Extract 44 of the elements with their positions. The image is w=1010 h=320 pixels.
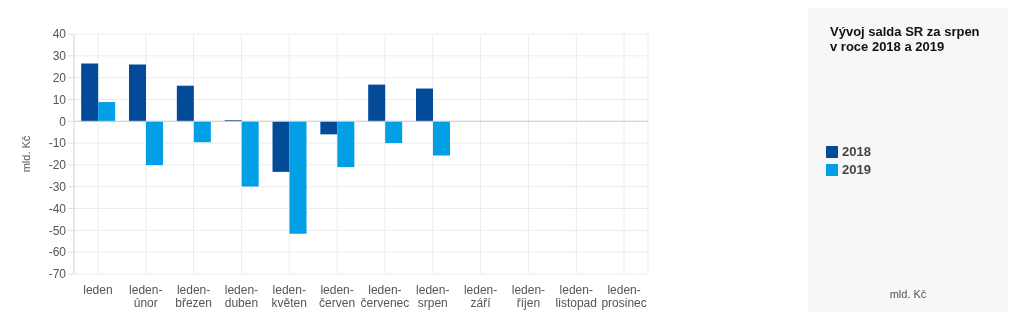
y-tick-label: -40 <box>48 201 67 216</box>
bar <box>98 102 116 122</box>
text: mld. Kč <box>888 288 928 300</box>
legend-label: 2019 <box>842 162 871 177</box>
y-tick-label: -30 <box>48 179 67 194</box>
x-tick-label: leden-prosinec <box>601 283 647 310</box>
bar <box>368 84 386 122</box>
bar <box>433 121 451 156</box>
y-tick-label: 40 <box>52 27 67 42</box>
legend-label: 2018 <box>842 144 871 159</box>
bar <box>241 121 259 187</box>
x-tick-label: leden-duben <box>224 283 259 310</box>
y-tick-label: 10 <box>52 92 67 107</box>
y-tick-label: -10 <box>48 136 67 151</box>
x-tick-label: leden-září <box>463 283 498 310</box>
bar <box>193 121 211 143</box>
y-tick-label: -60 <box>48 245 67 260</box>
y-tick-label: -70 <box>48 267 67 282</box>
y-tick-label: 0 <box>59 114 67 129</box>
x-tick-label: leden-červen <box>319 283 356 310</box>
bar <box>272 121 290 172</box>
x-tick-label: leden <box>83 283 113 297</box>
bar <box>385 121 403 144</box>
y-tick-label: -20 <box>48 158 67 173</box>
x-tick-label: leden-říjen <box>511 283 546 310</box>
bar <box>176 85 194 122</box>
y-axis-title: mld. Kč <box>19 135 32 173</box>
bar <box>337 121 355 168</box>
x-tick-label: leden-březen <box>175 283 212 310</box>
bar <box>146 121 164 166</box>
text: Vývoj salda SR za srpen v roce 2018 a 2019 <box>830 24 980 54</box>
bar <box>81 63 99 122</box>
y-tick-label: 30 <box>52 49 67 64</box>
y-tick-label: -50 <box>48 223 67 238</box>
x-tick-label: leden-květen <box>271 283 307 310</box>
x-tick-label: leden-červenec <box>360 283 410 310</box>
x-tick-label: leden-listopad <box>555 283 597 310</box>
bar <box>129 64 147 122</box>
bar <box>289 121 307 234</box>
bar <box>320 121 338 135</box>
y-tick-label: 20 <box>52 70 67 85</box>
bar <box>416 88 434 122</box>
x-tick-label: leden-srpen <box>416 283 450 310</box>
x-tick-label: leden-únor <box>129 283 163 310</box>
